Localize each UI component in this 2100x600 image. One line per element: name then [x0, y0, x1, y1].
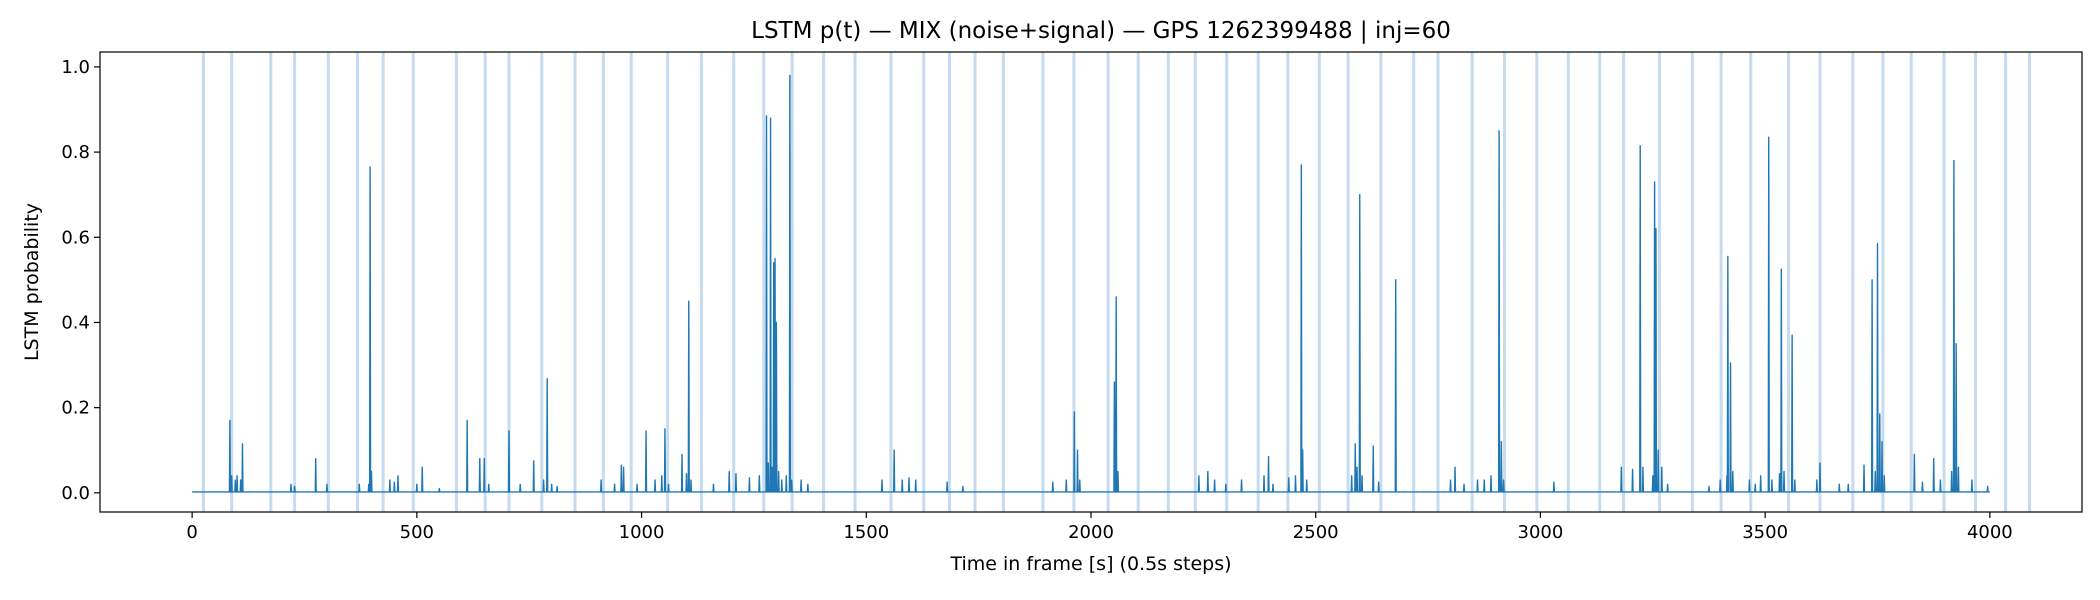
- x-tick-label: 2000: [1068, 522, 1114, 543]
- injection-markers: [201, 52, 2031, 512]
- y-tick-label: 0.4: [61, 312, 90, 333]
- x-axis-label: Time in frame [s] (0.5s steps): [949, 553, 1231, 575]
- y-tick-label: 0.8: [61, 142, 90, 163]
- x-tick-label: 1000: [619, 522, 665, 543]
- x-tick-label: 4000: [1967, 522, 2013, 543]
- x-tick-label: 3000: [1518, 522, 1564, 543]
- y-axis-ticks: 0.0 0.2 0.4 0.6 0.8 1.0: [61, 57, 100, 504]
- x-tick-label: 500: [400, 522, 434, 543]
- y-tick-label: 0.0: [61, 483, 90, 504]
- x-tick-label: 2500: [1293, 522, 1339, 543]
- plot-frame: [99, 51, 2083, 513]
- x-tick-label: 0: [186, 522, 197, 543]
- x-tick-label: 1500: [843, 522, 889, 543]
- y-tick-label: 1.0: [61, 57, 90, 78]
- chart-title: LSTM p(t) — MIX (noise+signal) — GPS 126…: [751, 18, 1451, 44]
- x-tick-label: 3500: [1742, 522, 1788, 543]
- plot-area: [192, 74, 1990, 493]
- y-tick-label: 0.2: [61, 398, 90, 419]
- series-line: [192, 74, 1990, 493]
- y-axis-label: LSTM probability: [21, 203, 43, 361]
- x-axis-ticks: 0 500 1000 1500 2000 2500 3000 3500 4000: [186, 512, 2013, 543]
- y-tick-label: 0.6: [61, 227, 90, 248]
